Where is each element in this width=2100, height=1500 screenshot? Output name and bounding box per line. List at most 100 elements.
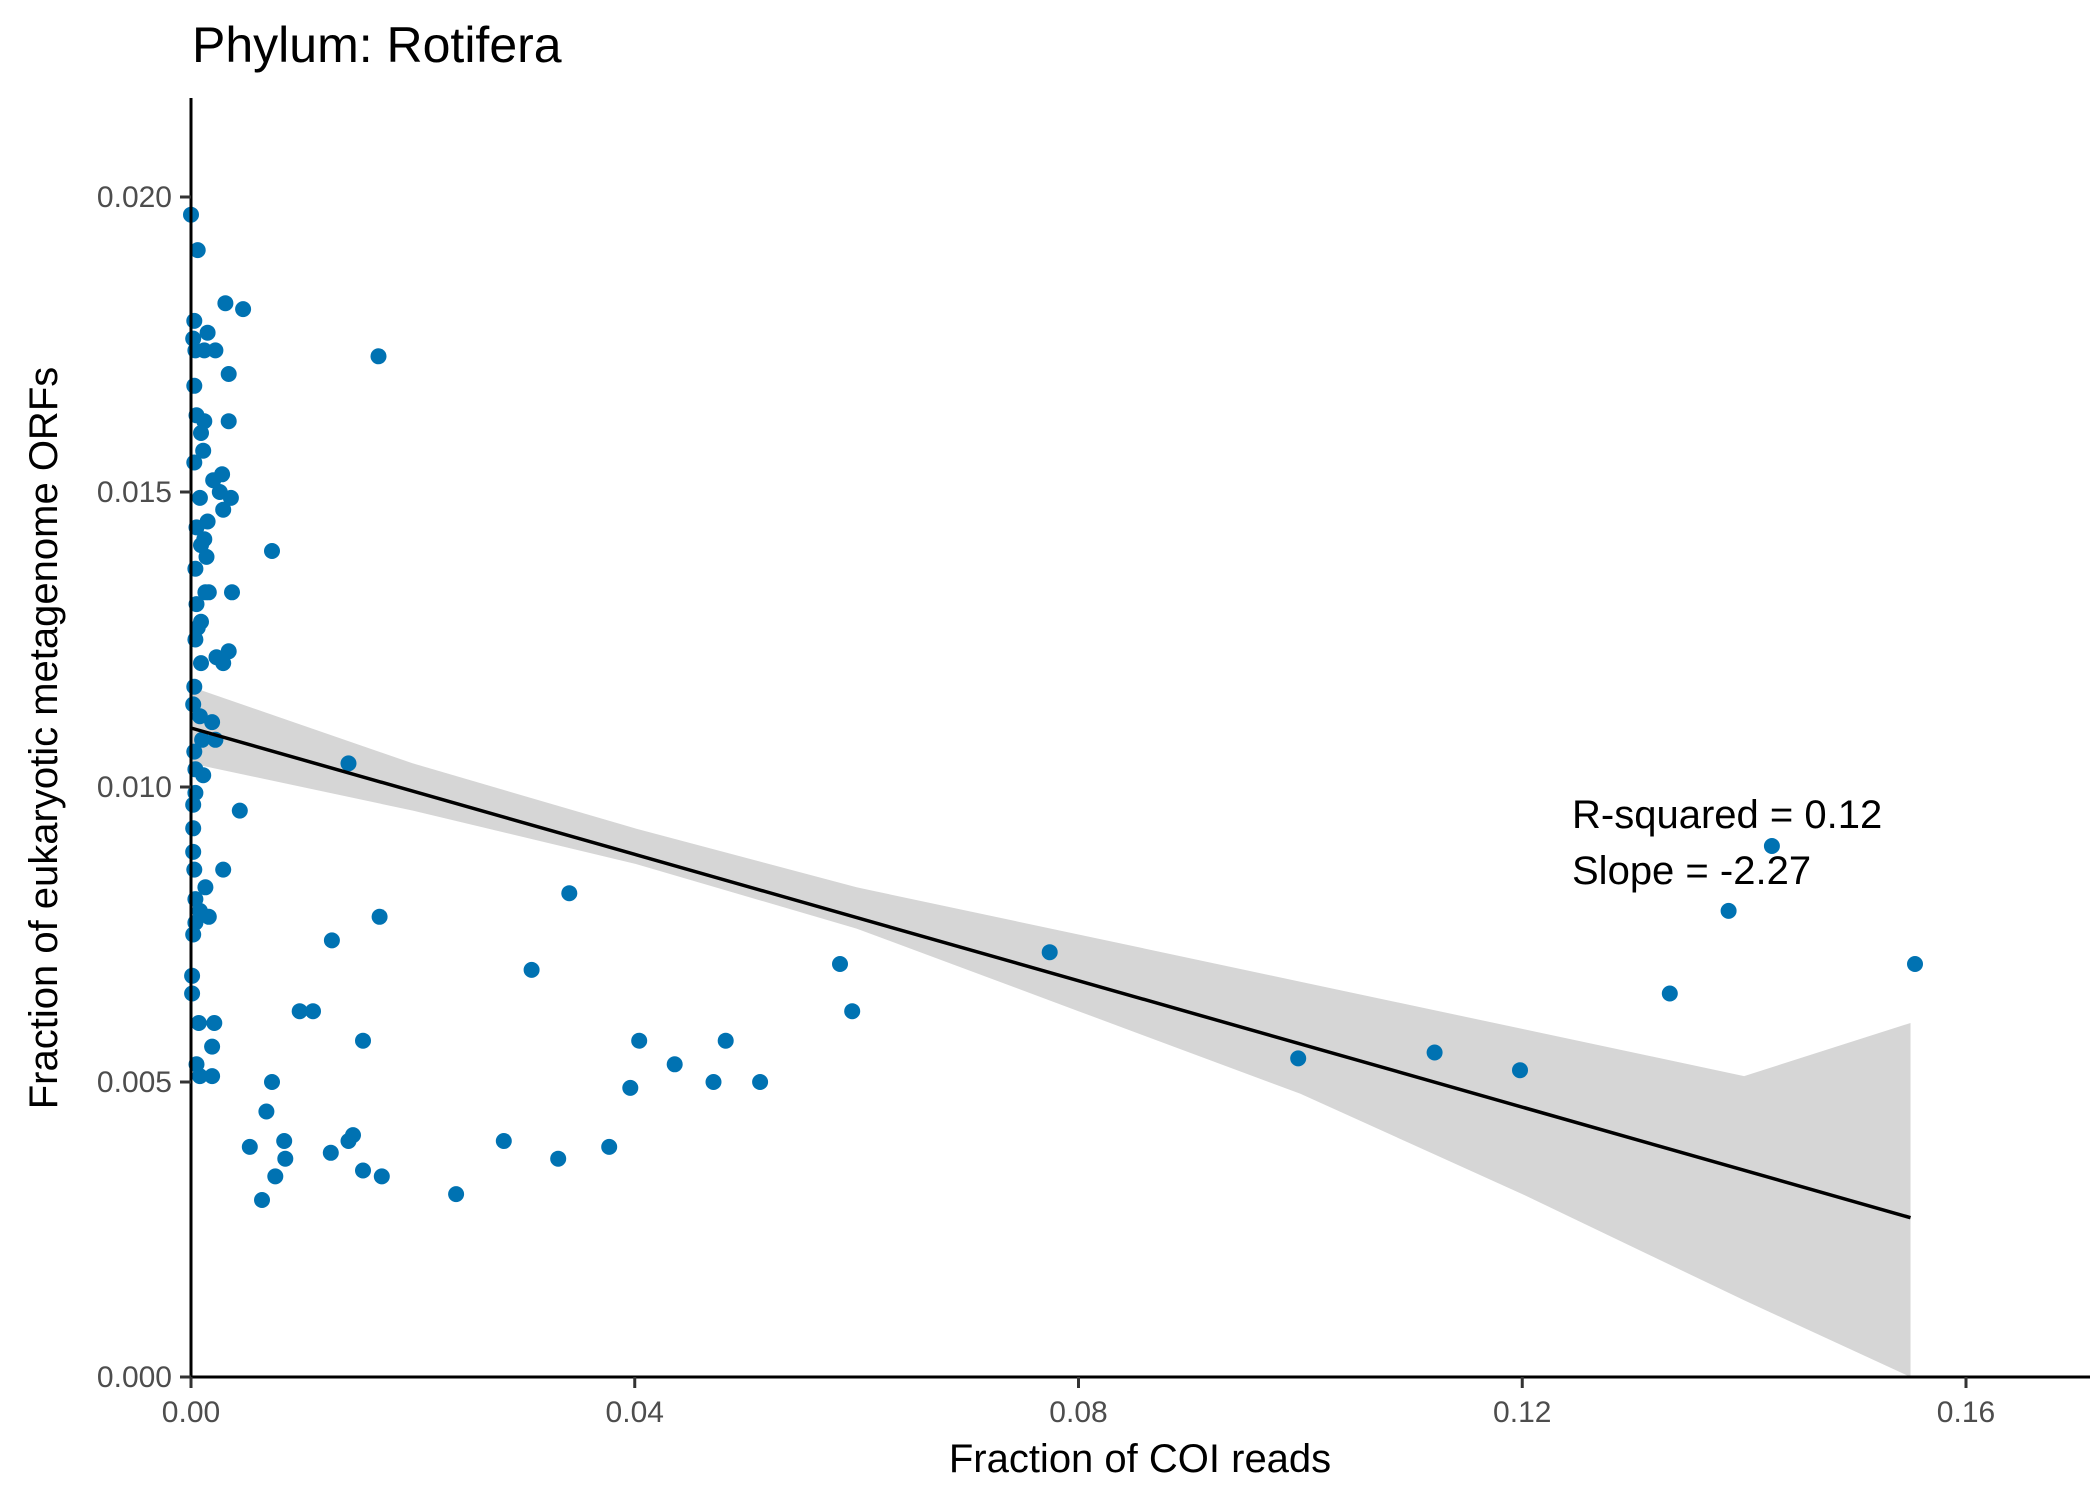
data-point — [224, 584, 240, 601]
data-point — [189, 242, 206, 259]
data-point — [705, 1074, 722, 1090]
confidence-band — [191, 686, 1911, 1377]
data-point — [207, 342, 224, 359]
data-point — [752, 1074, 769, 1090]
data-point — [322, 1144, 339, 1161]
r-squared-annotation: R-squared = 0.12 — [1572, 793, 1882, 837]
x-tick-label: 0.08 — [1049, 1396, 1107, 1429]
data-point — [195, 767, 212, 784]
data-point — [717, 1032, 734, 1049]
data-point — [844, 1003, 861, 1020]
data-point — [200, 584, 217, 601]
data-point — [1763, 838, 1780, 854]
data-point — [448, 1186, 465, 1203]
data-point — [622, 1079, 639, 1096]
data-point — [191, 1068, 208, 1085]
data-point — [191, 489, 208, 506]
data-point — [215, 861, 232, 878]
data-point — [258, 1103, 275, 1120]
data-point — [550, 1150, 567, 1167]
data-point — [601, 1138, 618, 1155]
data-point — [190, 1015, 207, 1031]
y-tick-label: 0.005 — [97, 1066, 172, 1099]
data-point — [204, 1068, 221, 1085]
y-axis-ticks: 0.000 0.005 0.010 0.015 0.020 — [97, 181, 191, 1394]
data-point — [217, 295, 234, 312]
data-point — [305, 1003, 321, 1020]
data-point — [220, 413, 237, 430]
data-point — [561, 885, 578, 902]
y-tick-label: 0.020 — [97, 181, 172, 214]
data-point — [631, 1032, 648, 1049]
data-point — [220, 366, 237, 382]
data-point — [222, 489, 239, 506]
data-point — [1426, 1044, 1443, 1061]
y-axis-title: Fraction of eukaryotic metagenome ORFs — [22, 367, 66, 1110]
data-point — [186, 678, 203, 695]
data-point — [185, 820, 202, 837]
data-point — [355, 1162, 371, 1179]
data-point — [1290, 1050, 1307, 1067]
data-point — [185, 796, 202, 813]
data-point — [241, 1138, 258, 1155]
data-point — [198, 548, 215, 565]
x-tick-label: 0.16 — [1937, 1396, 1995, 1429]
data-point — [193, 655, 209, 672]
data-point — [495, 1133, 512, 1149]
plot-area — [183, 206, 1923, 1377]
data-point — [204, 1038, 221, 1055]
y-tick-label: 0.015 — [97, 476, 172, 509]
data-point — [371, 908, 388, 925]
data-point — [264, 543, 280, 559]
data-point — [666, 1056, 683, 1073]
data-point — [200, 908, 217, 925]
data-point — [264, 1074, 280, 1090]
data-point — [291, 1003, 308, 1020]
data-point — [832, 956, 848, 972]
data-point — [199, 324, 216, 341]
data-point — [355, 1032, 371, 1049]
data-point — [323, 932, 340, 949]
data-points — [183, 206, 1923, 1208]
data-point — [204, 714, 221, 731]
data-point — [1512, 1062, 1528, 1079]
data-point — [205, 472, 222, 489]
y-tick-label: 0.010 — [97, 771, 172, 804]
x-axis-ticks: 0.00 0.04 0.08 0.12 0.16 — [162, 1377, 1995, 1429]
chart-title: Phylum: Rotifera — [192, 17, 562, 73]
x-axis-title: Fraction of COI reads — [949, 1437, 1331, 1481]
data-point — [1661, 985, 1678, 1002]
data-point — [215, 655, 232, 672]
data-point — [1041, 944, 1058, 961]
data-point — [186, 377, 203, 394]
data-point — [186, 454, 203, 471]
data-point — [1720, 902, 1737, 919]
data-point — [1907, 956, 1923, 972]
regression-line — [190, 726, 1912, 1220]
slope-annotation: Slope = -2.27 — [1572, 849, 1811, 893]
data-point — [186, 312, 203, 329]
data-point — [195, 442, 212, 459]
data-point — [276, 1133, 293, 1149]
data-point — [186, 743, 203, 760]
data-point — [197, 879, 214, 896]
x-tick-label: 0.00 — [162, 1396, 220, 1429]
data-point — [267, 1168, 284, 1185]
data-point — [194, 731, 211, 748]
data-point — [373, 1168, 390, 1185]
data-point — [235, 301, 252, 318]
data-point — [370, 348, 387, 365]
data-point — [277, 1150, 294, 1167]
x-tick-label: 0.12 — [1493, 1396, 1551, 1429]
data-point — [215, 501, 232, 518]
data-point — [185, 696, 202, 713]
data-point — [340, 1133, 357, 1149]
data-point — [254, 1192, 270, 1208]
x-tick-label: 0.04 — [606, 1396, 664, 1429]
data-point — [206, 1015, 223, 1031]
data-point — [193, 425, 209, 441]
data-point — [340, 755, 357, 772]
data-point — [191, 708, 208, 725]
data-point — [231, 802, 248, 819]
